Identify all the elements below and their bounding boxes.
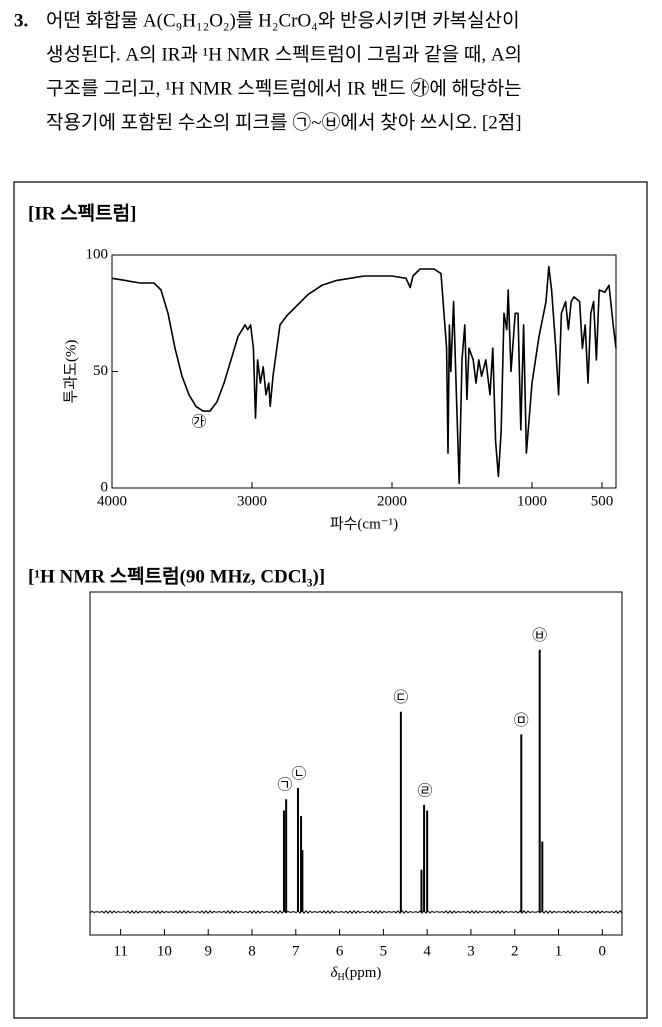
peak-label: ㉢ xyxy=(393,689,408,706)
x-tick-label: 1000 xyxy=(517,493,547,509)
plot-frame xyxy=(89,591,623,936)
peak-label: ㉥ xyxy=(532,627,547,644)
question-line: 어떤 화합물 A(C₉H₁₂O₂)를 H₂CrO₄와 반응시키면 카복실산이 xyxy=(46,9,520,31)
y-tick-label: 50 xyxy=(93,363,108,379)
question-line: 구조를 그리고, ¹H NMR 스펙트럼에서 IR 밴드 ㉮에 해당하는 xyxy=(46,77,522,99)
unit: (ppm) xyxy=(345,965,382,981)
x-tick-label: 2000 xyxy=(377,493,407,509)
question-number: 3. xyxy=(14,10,28,31)
x-tick-label: 9 xyxy=(204,943,212,959)
x-tick-label: 10 xyxy=(157,943,172,959)
x-tick-label: 5 xyxy=(380,943,388,959)
figure-box xyxy=(13,181,648,1019)
x-tick-label: 3 xyxy=(467,943,475,959)
band-annotation: ㉮ xyxy=(191,414,206,431)
question-line: 작용기에 포함된 수소의 피크를 ㉠~㉥에서 찾아 쓰시오. [2점] xyxy=(46,111,522,133)
peak-label: ㉣ xyxy=(417,782,432,799)
x-tick-label: 2 xyxy=(511,943,519,959)
x-tick-label: 4000 xyxy=(97,493,127,509)
x-tick-label: 11 xyxy=(113,943,127,959)
delta-subscript: H xyxy=(338,972,345,983)
y-axis-label: 투과도(%) xyxy=(62,340,79,404)
peak-label: ㉠ xyxy=(277,777,292,794)
x-axis-label: 파수(cm⁻¹) xyxy=(330,515,398,532)
x-tick-label: 7 xyxy=(292,943,300,959)
chart-title: [¹H NMR 스펙트럼(90 MHz, CDCl₃)] xyxy=(28,565,325,587)
chart-title: [IR 스펙트럼] xyxy=(28,202,136,224)
x-tick-label: 6 xyxy=(336,943,344,959)
ir-curve xyxy=(111,265,617,485)
x-tick-label: 1 xyxy=(555,943,563,959)
delta-symbol: δ xyxy=(331,965,339,981)
y-tick-label: 0 xyxy=(101,479,109,495)
x-tick-label: 8 xyxy=(248,943,256,959)
x-tick-label: 4 xyxy=(423,943,431,959)
plot-frame xyxy=(111,254,617,489)
peak-label: ㉤ xyxy=(514,712,529,729)
question-line: 생성된다. A의 IR과 ¹H NMR 스펙트럼이 그림과 같을 때, A의 xyxy=(46,43,522,65)
x-tick-label: 3000 xyxy=(237,493,267,509)
y-tick-label: 100 xyxy=(86,246,109,262)
peak-label: ㉡ xyxy=(291,765,306,782)
x-tick-label: 0 xyxy=(599,943,607,959)
baseline xyxy=(89,910,623,915)
x-tick-label: 500 xyxy=(591,493,614,509)
x-axis-label: δH(ppm) xyxy=(331,965,382,983)
